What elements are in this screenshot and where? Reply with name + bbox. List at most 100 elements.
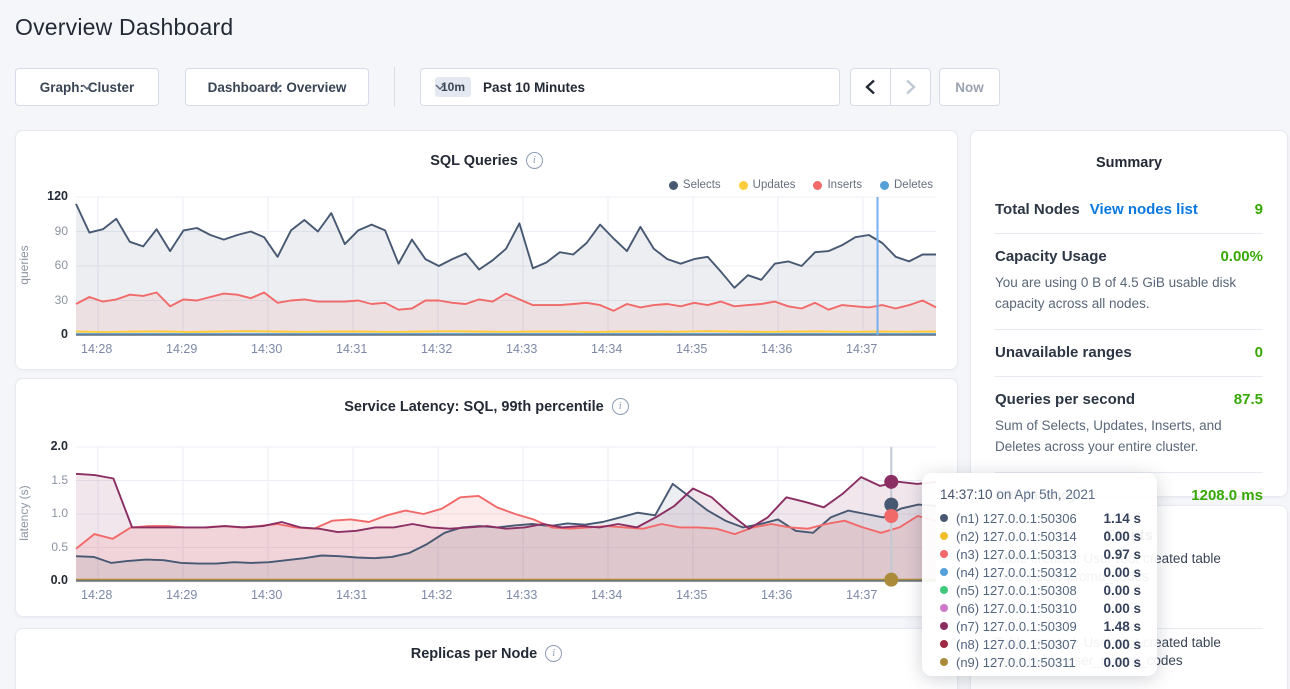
tooltip-node-value: 1.48 s — [1103, 618, 1141, 634]
tooltip-node-value: 0.00 s — [1103, 528, 1141, 544]
panel-summary: Summary Total Nodes View nodes list 9 Capac… — [970, 130, 1288, 504]
x-axis-tick: 14:35 — [676, 588, 708, 602]
legend-dot — [880, 180, 889, 190]
y-axis-tick: 2.0 — [50, 439, 68, 453]
tooltip-node-value: 0.00 s — [1103, 600, 1141, 616]
tooltip-node-row: (n1) 127.0.0.1:50306 1.14 s — [940, 509, 1141, 527]
info-icon[interactable]: i — [525, 152, 543, 169]
info-icon[interactable]: i — [611, 398, 629, 415]
tooltip-node-row: (n9) 127.0.0.1:50311 0.00 s — [940, 653, 1141, 671]
legend-item-inserts[interactable]: Inserts — [813, 179, 862, 191]
y-axis-tick: 1.0 — [51, 506, 68, 520]
view-nodes-list-link[interactable]: View nodes list — [1089, 201, 1198, 218]
x-axis-tick: 14:30 — [251, 588, 283, 602]
chevron-down-icon — [82, 84, 92, 91]
tooltip-node-value: 0.97 s — [1103, 546, 1141, 562]
summary-row-value: 0.00% — [1220, 248, 1263, 265]
summary-row: Capacity Usage 0.00% You are using 0 B of … — [995, 234, 1263, 330]
summary-row-description: You are using 0 B of 4.5 GiB usable disk… — [995, 275, 1237, 311]
tooltip-node-label: (n4) 127.0.0.1:50312 — [956, 564, 1077, 580]
legend-item-selects[interactable]: Selects — [668, 179, 721, 191]
tooltip-node-value: 0.00 s — [1103, 636, 1141, 652]
node-color-dot — [940, 658, 948, 666]
tooltip-node-value: 0.00 s — [1103, 564, 1141, 580]
legend-item-deletes[interactable]: Deletes — [880, 179, 933, 191]
x-axis-tick: 14:32 — [421, 588, 453, 602]
chevron-down-icon — [272, 84, 282, 91]
legend-dot — [738, 180, 748, 190]
legend-dot — [668, 180, 678, 190]
x-axis-tick: 14:35 — [676, 342, 708, 356]
x-axis-tick: 14:32 — [421, 342, 453, 356]
y-axis-tick: 0.0 — [50, 573, 68, 587]
tooltip-node-label: (n9) 127.0.0.1:50311 — [956, 654, 1076, 670]
tooltip-node-row: (n5) 127.0.0.1:50308 0.00 s — [940, 581, 1141, 599]
y-axis-tick: 1.5 — [51, 472, 68, 487]
y-axis-label: latency (s) — [17, 485, 31, 541]
time-range-dropdown[interactable]: 10m Past 10 Minutes — [420, 68, 840, 106]
x-axis-tick: 14:33 — [506, 342, 538, 356]
time-back-button[interactable] — [851, 69, 890, 105]
node-color-dot — [940, 604, 948, 612]
tooltip-node-row: (n8) 127.0.0.1:50307 0.00 s — [940, 635, 1141, 653]
time-forward-button[interactable] — [890, 69, 930, 105]
chevron-right-icon — [906, 79, 916, 95]
summary-row-label: Total Nodes — [995, 201, 1080, 218]
tooltip-node-value: 1.14 s — [1103, 510, 1141, 526]
x-axis-tick: 14:29 — [166, 342, 198, 356]
service-latency-title: Service Latency: SQL, 99th percentile i — [16, 398, 957, 415]
tooltip-node-label: (n1) 127.0.0.1:50306 — [956, 510, 1077, 526]
panel-sql-queries: SQL Queries i Selects Updates Inserts Delete… — [15, 130, 958, 370]
chart-plot-area — [75, 196, 937, 336]
legend-item-updates[interactable]: Updates — [738, 179, 795, 191]
summary-title: Summary — [1095, 155, 1163, 171]
x-axis-tick: 14:37 — [846, 588, 878, 602]
replicas-per-node-title: Replicas per Node i — [16, 645, 957, 662]
now-button[interactable]: Now — [939, 68, 1000, 106]
summary-row: Total Nodes View nodes list 9 — [995, 187, 1263, 234]
tooltip-node-label: (n6) 127.0.0.1:50310 — [956, 600, 1077, 616]
summary-row-value: 87.5 — [1233, 391, 1263, 408]
chevron-down-icon — [435, 84, 445, 90]
graph-dropdown[interactable]: Graph: Cluster — [15, 68, 159, 106]
dashboard-dropdown[interactable]: Dashboard: Overview — [185, 68, 369, 106]
tooltip-node-row: (n7) 127.0.0.1:50309 1.48 s — [940, 617, 1141, 635]
tooltip-node-row: (n6) 127.0.0.1:50310 0.00 s — [940, 599, 1141, 617]
time-range-badge: 10m — [435, 77, 472, 97]
node-color-dot — [940, 514, 948, 522]
graph-dropdown-label: Graph: Cluster — [39, 79, 135, 95]
node-color-dot — [940, 532, 948, 540]
node-color-dot — [940, 622, 948, 630]
time-nav-buttons — [850, 68, 931, 106]
node-color-dot — [940, 550, 948, 558]
tooltip-node-label: (n2) 127.0.0.1:50314 — [956, 528, 1077, 544]
x-axis-tick: 14:30 — [251, 342, 283, 356]
summary-row: Unavailable ranges 0 — [995, 330, 1263, 377]
legend-label: Selects — [682, 179, 721, 191]
x-axis-tick: 14:28 — [81, 588, 113, 602]
tooltip-node-row: (n2) 127.0.0.1:50314 0.00 s — [940, 527, 1141, 545]
y-axis-tick: 60 — [54, 258, 68, 272]
tooltip-node-row: (n4) 127.0.0.1:50312 0.00 s — [940, 563, 1141, 581]
y-axis-tick: 120 — [47, 189, 68, 203]
x-axis-tick: 14:36 — [761, 588, 793, 602]
chart-plot-area — [75, 446, 937, 587]
summary-row-value: 9 — [1254, 201, 1263, 218]
summary-row-label: Unavailable ranges — [995, 344, 1132, 361]
summary-row-description: Sum of Selects, Updates, Inserts, and De… — [995, 418, 1222, 454]
sql-queries-title: SQL Queries i — [16, 152, 957, 169]
legend-dot — [813, 180, 823, 190]
page-title: Overview Dashboard — [15, 14, 234, 40]
tooltip-node-value: 0.00 s — [1103, 654, 1141, 670]
summary-row: Queries per second 87.5 Sum of Selects, Up… — [995, 377, 1263, 473]
sql-queries-legend: Selects Updates Inserts Deletes — [668, 179, 933, 191]
x-axis-tick: 14:31 — [336, 342, 368, 356]
node-color-dot — [940, 586, 948, 594]
info-icon[interactable]: i — [545, 645, 563, 662]
tooltip-node-value: 0.00 s — [1103, 582, 1141, 598]
tooltip-node-row: (n3) 127.0.0.1:50313 0.97 s — [940, 545, 1141, 563]
x-axis-tick: 14:31 — [336, 588, 368, 602]
node-color-dot — [940, 640, 948, 648]
panel-replicas-per-node: Replicas per Node i — [15, 628, 958, 689]
legend-label: Inserts — [827, 179, 862, 191]
